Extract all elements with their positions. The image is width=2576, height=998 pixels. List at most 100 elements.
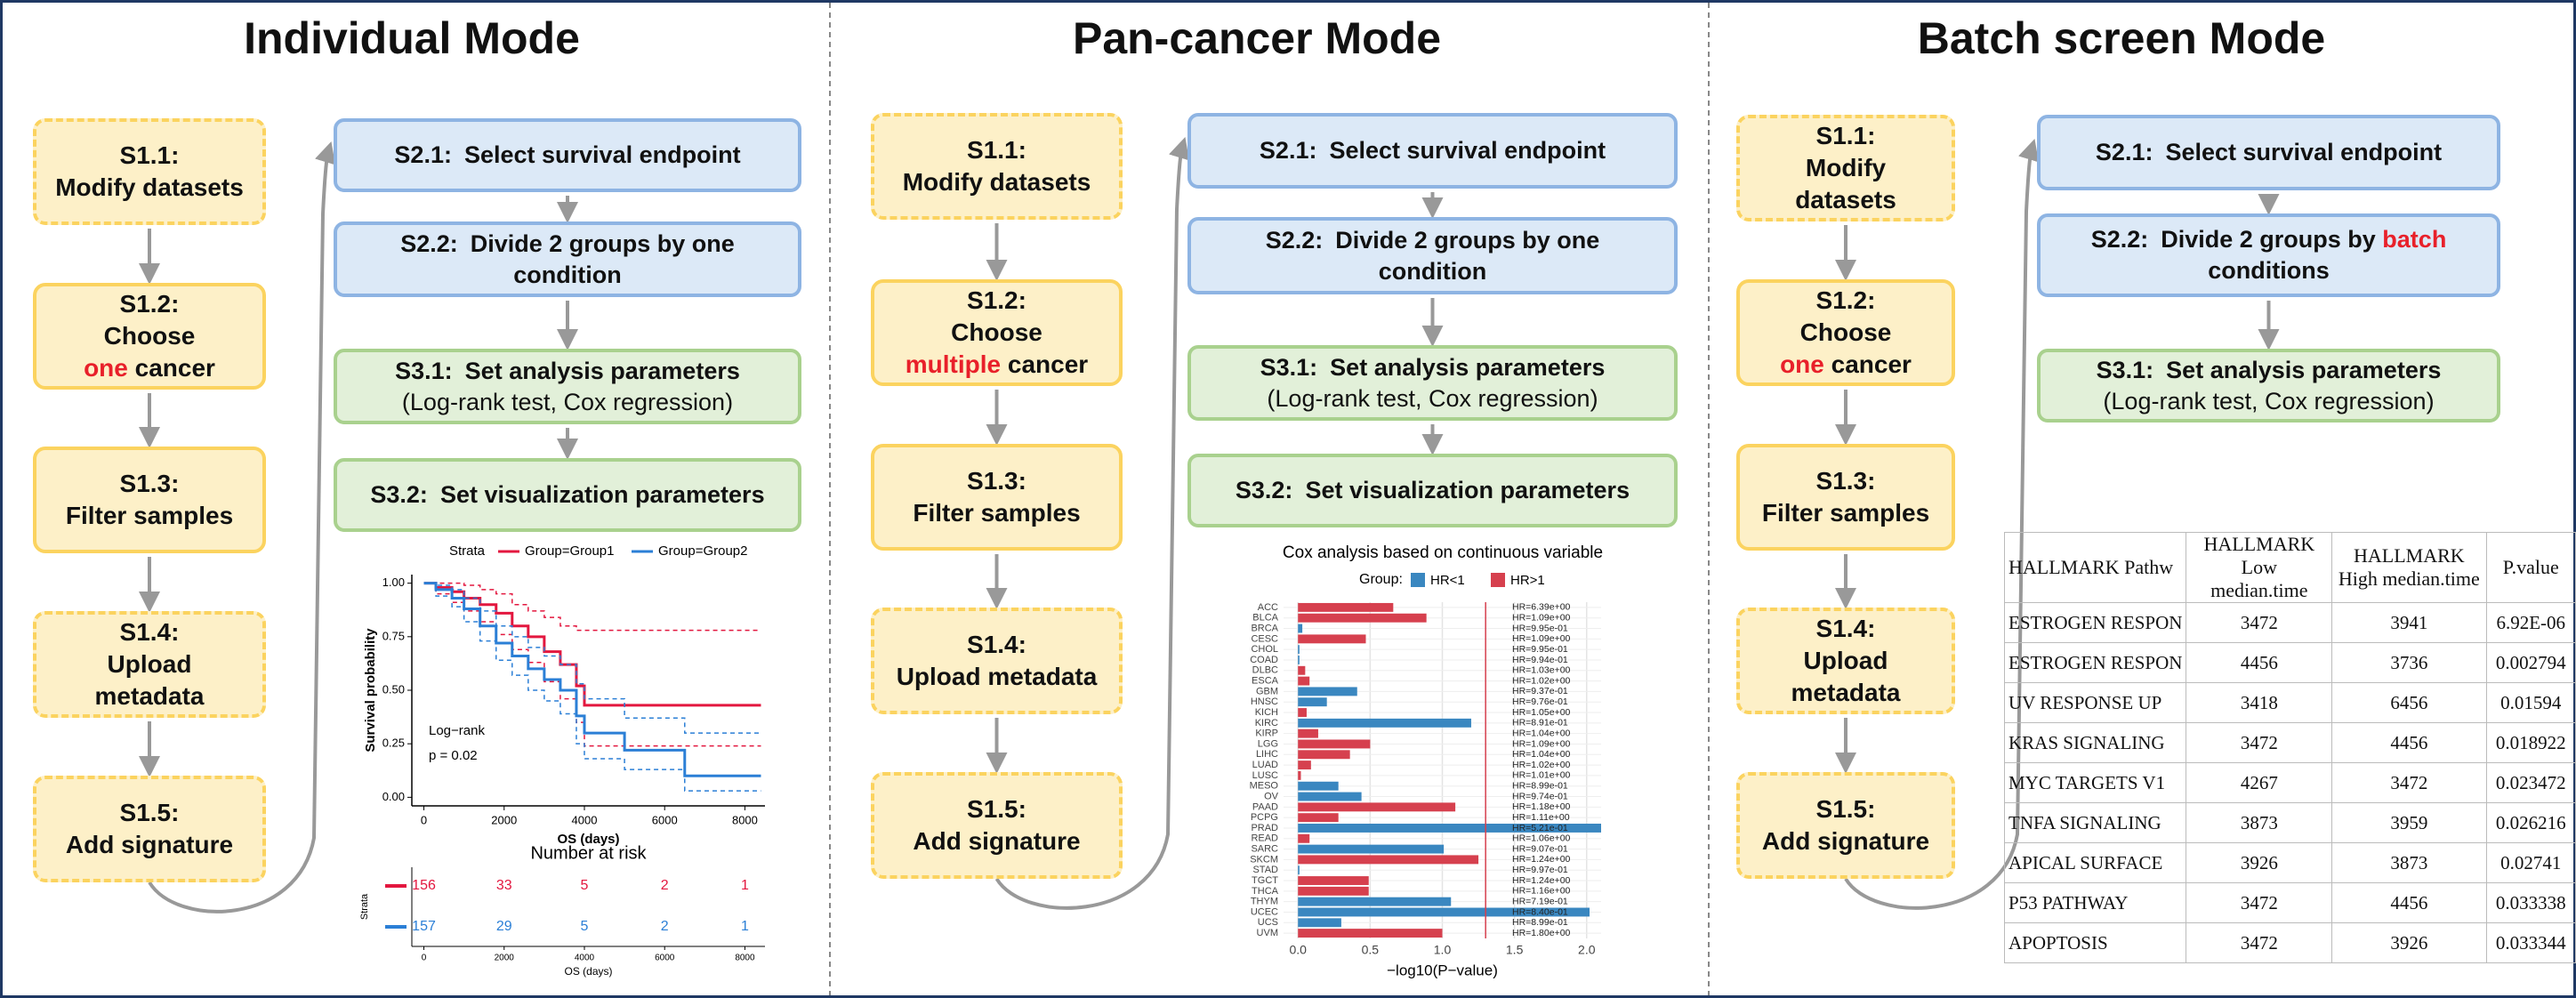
step-box: S2.1: Select survival endpoint bbox=[1187, 113, 1678, 189]
step-line: S3.1: Set analysis parameters bbox=[395, 356, 740, 387]
risk-count: 1 bbox=[741, 878, 749, 893]
table-cell: 3472 bbox=[2186, 602, 2333, 643]
table-cell: 4267 bbox=[2186, 762, 2333, 803]
table-cell: 3941 bbox=[2331, 602, 2487, 643]
step-box: S3.1: Set analysis parameters (Log-rank te… bbox=[334, 349, 801, 424]
step-label: S2.1: bbox=[394, 141, 452, 168]
step-line: S2.1: Select survival endpoint bbox=[1260, 135, 1606, 166]
table-cell: 3418 bbox=[2186, 682, 2333, 723]
step-text: Modify datasets bbox=[902, 168, 1091, 196]
step-box: S3.1: Set analysis parameters (Log-rank te… bbox=[2037, 349, 2500, 423]
y-tick-label: 0.25 bbox=[382, 736, 405, 750]
step-text: Modify bbox=[1805, 154, 1887, 181]
table-cell: 0.023472 bbox=[2485, 762, 2576, 803]
header-cell: P.value bbox=[2485, 532, 2576, 603]
hr-label: HR=1.02e+00 bbox=[1512, 675, 1571, 686]
bar bbox=[1298, 687, 1357, 696]
y-tick-label: UVM bbox=[1257, 928, 1278, 938]
bar bbox=[1298, 770, 1301, 780]
hr-label: HR=1.11e+00 bbox=[1512, 812, 1570, 823]
y-tick-label: KICH bbox=[1255, 707, 1278, 718]
table-cell: 3873 bbox=[2331, 842, 2487, 883]
y-tick-label: LUSC bbox=[1252, 770, 1278, 781]
y-tick-label: ACC bbox=[1258, 602, 1278, 613]
step-box: S3.2: Set visualization parameters bbox=[1187, 454, 1678, 527]
step-box: S1.1: Modify datasets bbox=[871, 113, 1123, 220]
legend-swatch bbox=[1491, 573, 1505, 587]
risk-count: 157 bbox=[412, 919, 436, 934]
hr-label: HR=9.94e-01 bbox=[1512, 655, 1568, 665]
step-text: datasets bbox=[1795, 186, 1896, 213]
step-text: Select survival endpoint bbox=[463, 141, 741, 168]
step-box: S1.2: Choose multiple cancer bbox=[871, 279, 1123, 386]
step-line: Modify datasets bbox=[55, 172, 244, 204]
hr-label: HR=9.07e-01 bbox=[1512, 843, 1568, 854]
table-cell: P53 PATHWAY bbox=[2003, 882, 2187, 923]
step-box: S2.1: Select survival endpoint bbox=[334, 118, 801, 192]
curved-arrow bbox=[148, 141, 336, 913]
y-tick-label: LGG bbox=[1258, 738, 1278, 749]
bar bbox=[1298, 739, 1371, 749]
table-row: ESTROGEN RESPON 3472 3941 6.92E-06 bbox=[2003, 602, 2576, 643]
x-tick-label: 2.0 bbox=[1578, 943, 1596, 957]
step-text: cancer bbox=[1001, 350, 1089, 378]
table-cell: UV RESPONSE UP bbox=[2003, 682, 2187, 723]
bar bbox=[1298, 876, 1369, 885]
step-highlight: batch bbox=[2382, 226, 2447, 253]
hr-label: HR=1.18e+00 bbox=[1512, 801, 1571, 812]
step-text: Set visualization parameters bbox=[1305, 477, 1630, 503]
hr-label: HR=1.09e+00 bbox=[1512, 633, 1571, 644]
table-cell: 0.033338 bbox=[2485, 882, 2576, 923]
risk-count: 156 bbox=[412, 878, 436, 893]
step-line: S3.1: Set analysis parameters bbox=[1260, 352, 1606, 383]
step-line: Add signature bbox=[66, 829, 233, 861]
table-row: P53 PATHWAY 3472 4456 0.033338 bbox=[2003, 882, 2576, 923]
step-box: S1.3: Filter samples bbox=[33, 447, 266, 553]
step-text: Filter samples bbox=[65, 502, 234, 529]
hr-label: HR=9.95e-01 bbox=[1512, 623, 1568, 633]
step-label: S1.2: bbox=[119, 290, 180, 318]
table-cell: ESTROGEN RESPON bbox=[2003, 642, 2187, 683]
step-line: Choose bbox=[951, 317, 1042, 349]
step-box: S1.3: Filter samples bbox=[871, 444, 1123, 551]
step-text: Set visualization parameters bbox=[439, 481, 765, 508]
hr-label: HR=7.19e-01 bbox=[1512, 896, 1568, 906]
hr-label: HR=1.09e+00 bbox=[1512, 738, 1571, 749]
bar bbox=[1298, 929, 1443, 938]
step-line: S2.1: Select survival endpoint bbox=[394, 140, 740, 171]
risk-count: 1 bbox=[741, 919, 749, 934]
step-box: S1.5: Add signature bbox=[33, 776, 266, 882]
step-line: Filter samples bbox=[913, 497, 1080, 529]
step-text: Upload metadata bbox=[896, 663, 1098, 690]
table-cell: APICAL SURFACE bbox=[2003, 842, 2187, 883]
table-cell: 3959 bbox=[2331, 802, 2487, 843]
survival-curve bbox=[423, 582, 761, 707]
y-tick-label: LUAD bbox=[1252, 760, 1278, 770]
bar bbox=[1298, 824, 1601, 833]
step-box: S1.5: Add signature bbox=[1736, 772, 1955, 879]
result-table: HALLMARK Pathw HALLMARK Low median.time HA… bbox=[2003, 532, 2576, 963]
y-tick-label: BRCA bbox=[1251, 623, 1278, 633]
step-text: Add signature bbox=[913, 827, 1081, 855]
step-text: Divide 2 groups by bbox=[2161, 226, 2383, 253]
legend-title: Strata bbox=[449, 543, 486, 559]
x-tick-label: 4000 bbox=[575, 954, 595, 963]
panel-title: Individual Mode bbox=[244, 13, 580, 63]
step-text: Filter samples bbox=[1761, 499, 1930, 527]
table-cell: 3472 bbox=[2331, 762, 2487, 803]
step-label: S1.2: bbox=[1815, 286, 1876, 314]
bar bbox=[1298, 761, 1311, 770]
step-label: S2.2: bbox=[400, 229, 458, 257]
y-tick-label: COAD bbox=[1250, 655, 1278, 665]
y-tick-label: PAAD bbox=[1252, 801, 1278, 812]
table-cell: MYC TARGETS V1 bbox=[2003, 762, 2187, 803]
hr-label: HR=1.24e+00 bbox=[1512, 854, 1571, 865]
step-text: Set analysis parameters bbox=[464, 357, 740, 384]
y-tick-label: GBM bbox=[1256, 686, 1278, 696]
hr-label: HR=1.03e+00 bbox=[1512, 665, 1571, 676]
bar bbox=[1298, 886, 1369, 896]
legend-label: Group=Group1 bbox=[525, 543, 614, 559]
y-tick-label: MESO bbox=[1250, 781, 1279, 792]
